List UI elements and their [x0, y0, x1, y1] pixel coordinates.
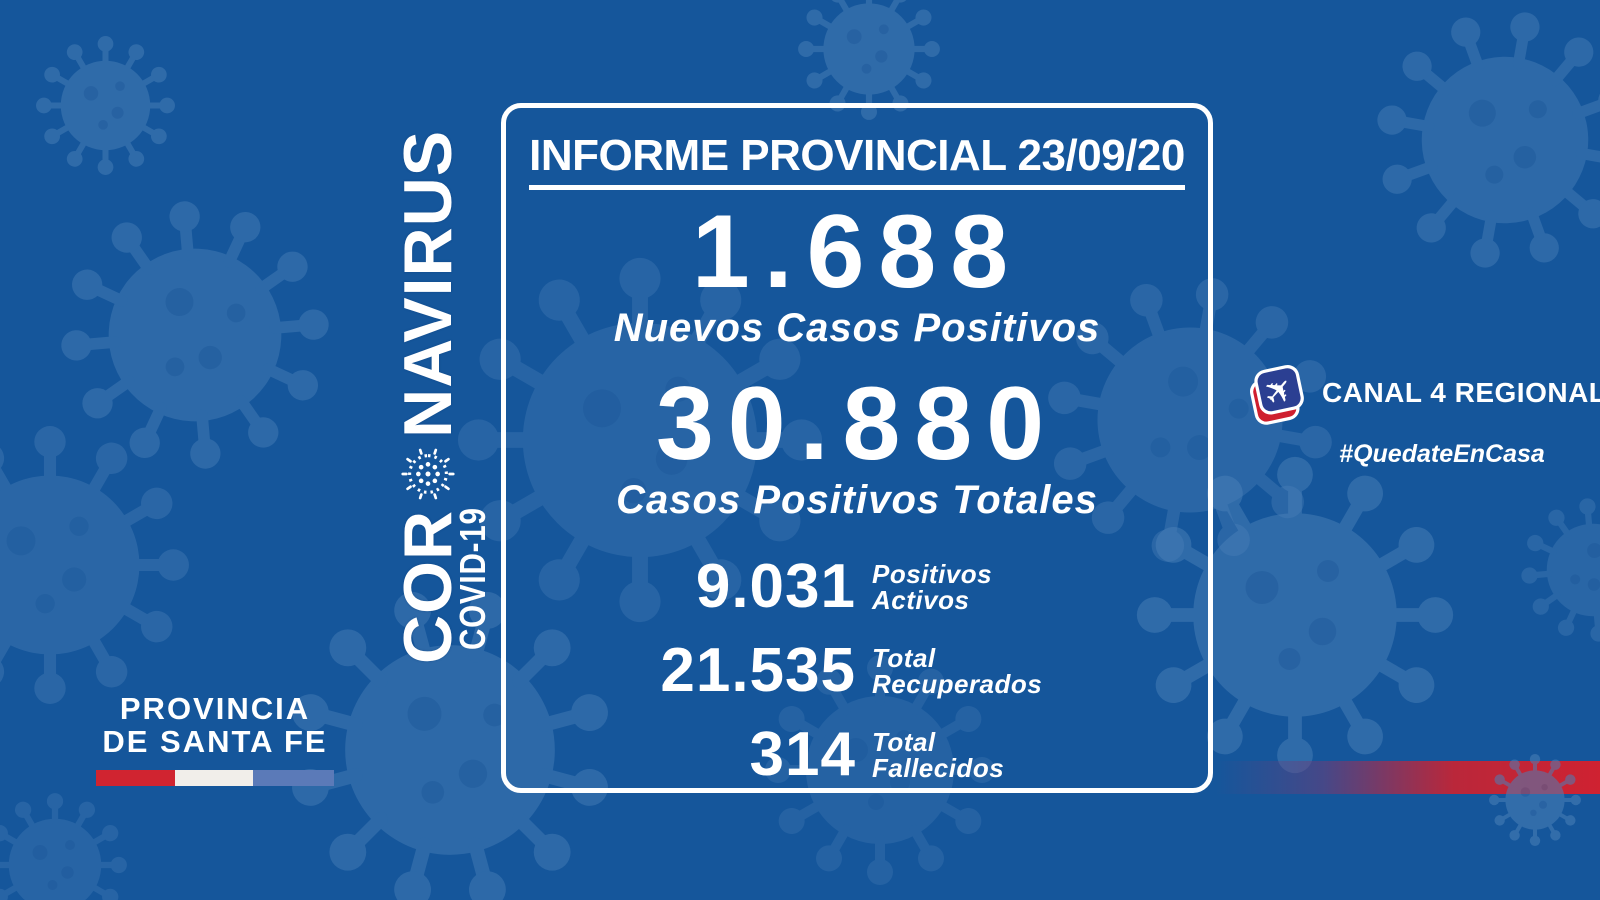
stat-label-line: Positivos: [872, 559, 993, 589]
stat-row-recovered: 21.535 Total Recuperados: [506, 640, 1208, 702]
province-line1: PROVINCIA: [119, 691, 311, 726]
flag-white-segment: [175, 769, 254, 786]
santa-fe-flag-bar: [96, 769, 334, 786]
stat-label-line: Recuperados: [872, 669, 1043, 699]
hashtag: #QuedateEnCasa: [1339, 440, 1545, 468]
active-cases-label: Positivos Activos: [872, 561, 1152, 613]
new-cases-value: 1.688: [691, 194, 1023, 310]
stat-label-line: Total: [872, 727, 936, 757]
flag-red-segment: [96, 769, 176, 786]
secondary-stats: 9.031 Positivos Activos 21.535 Total Rec…: [506, 556, 1208, 786]
virus-watermark-icon: [1487, 752, 1583, 848]
new-cases-label: Nuevos Casos Positivos: [613, 306, 1101, 350]
deceased-label: Total Fallecidos: [872, 729, 1152, 781]
plane-icon: ✈: [1250, 365, 1304, 425]
report-panel: INFORME PROVINCIAL 23/09/20 1.688 Nuevos…: [501, 103, 1213, 793]
stat-label-line: Total: [872, 643, 936, 673]
covid-19-label: COVID-19: [452, 507, 493, 650]
province-line2: DE SANTA FE: [102, 723, 328, 759]
stat-label-line: Fallecidos: [872, 753, 1005, 783]
channel-name: CANAL 4 REGIONAL: [1322, 377, 1600, 408]
flag-blue-segment: [253, 769, 334, 786]
stat-row-deceased: 314 Total Fallecidos: [506, 724, 1208, 786]
total-cases-value: 30.880: [655, 366, 1059, 482]
stat-label-line: Activos: [872, 585, 970, 615]
recovered-label: Total Recuperados: [872, 645, 1152, 697]
virus-icon: [399, 445, 457, 503]
virus-watermark-icon: [0, 420, 195, 710]
channel-block: ✈ CANAL 4 REGIONAL #QuedateEnCasa: [1244, 358, 1600, 469]
virus-watermark-icon: [0, 790, 130, 900]
province-block: PROVINCIA DE SANTA FE: [96, 691, 334, 786]
virus-watermark-icon: [1489, 466, 1600, 675]
virus-watermark-icon: [1349, 0, 1600, 296]
deceased-value: 314: [749, 720, 856, 789]
brand-word-end: NAVIRUS: [390, 129, 466, 438]
virus-watermark-icon: [33, 33, 178, 178]
panel-title: INFORME PROVINCIAL 23/09/20: [529, 134, 1185, 190]
total-cases-label: Casos Positivos Totales: [616, 478, 1098, 522]
active-cases-value: 9.031: [695, 552, 856, 621]
stat-row-active: 9.031 Positivos Activos: [506, 556, 1208, 618]
recovered-value: 21.535: [660, 636, 856, 705]
